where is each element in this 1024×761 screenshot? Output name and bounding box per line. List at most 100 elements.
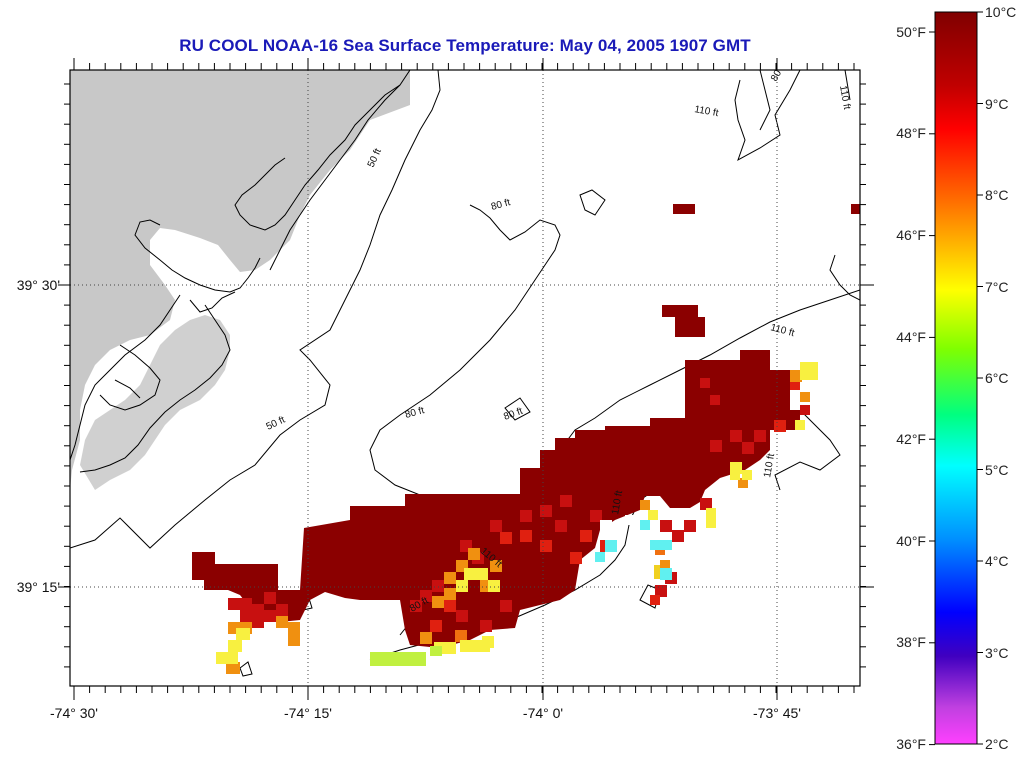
land-peninsula: [80, 315, 230, 490]
sst-pixel: [420, 590, 432, 602]
celsius-label: 4°C: [985, 553, 1009, 569]
celsius-label: 9°C: [985, 96, 1009, 112]
sst-pixel: [640, 560, 654, 584]
sst-pixel: [540, 505, 552, 517]
grid: [70, 70, 860, 686]
sst-pixel: [276, 616, 288, 628]
fahrenheit-label: 38°F: [896, 634, 926, 650]
contour-label: 50 ft: [366, 147, 384, 169]
contour-label: 80 ft: [490, 197, 512, 213]
sst-pixel: [480, 620, 492, 632]
sst-pixel: [660, 568, 672, 580]
sst-pixel: [742, 442, 754, 454]
sst-pixel: [410, 600, 422, 612]
sst-pixel: [730, 470, 740, 480]
sst-pixel: [650, 595, 660, 605]
colorbar-fahrenheit-labels: 50°F 48°F 46°F 44°F 42°F 40°F 38°F 36°F: [896, 24, 926, 752]
x-tick-label: -73° 45': [753, 705, 801, 721]
sst-pixel: [500, 532, 512, 544]
sst-pixel: [700, 498, 712, 510]
sst-pixel: [648, 510, 658, 520]
sst-pixel: [655, 585, 667, 597]
sst-pixel: [420, 632, 432, 644]
sst-pixel: [605, 540, 617, 552]
sst-pixel: [432, 580, 444, 592]
fahrenheit-label: 48°F: [896, 125, 926, 141]
sst-pixel: [540, 540, 552, 552]
y-tick-label: 39° 15': [17, 579, 60, 595]
sst-pixel: [795, 420, 805, 430]
sst-pixel: [488, 580, 500, 592]
celsius-label: 7°C: [985, 279, 1009, 295]
sst-pixel: [673, 204, 695, 214]
fahrenheit-label: 46°F: [896, 227, 926, 243]
sst-pixel: [570, 552, 582, 564]
sst-pixel: [264, 610, 276, 622]
sst-pixel: [675, 317, 705, 337]
coastline: [70, 70, 411, 473]
colorbar-ticks: [929, 11, 983, 746]
sst-pixels: [192, 204, 860, 674]
sst-pixel: [240, 598, 252, 610]
sst-pixel: [252, 604, 264, 616]
sst-pixel: [730, 430, 742, 442]
sst-pixel: [684, 520, 696, 532]
sst-pixel: [456, 580, 468, 592]
sst-pixel: [774, 420, 786, 432]
sst-pixel: [456, 610, 468, 622]
sst-pixel: [580, 530, 592, 542]
sst-pixel: [640, 500, 650, 510]
contour-label: 110 ft: [769, 322, 796, 339]
fahrenheit-label: 42°F: [896, 431, 926, 447]
sst-pixel: [276, 604, 288, 616]
sst-pixel: [800, 405, 810, 415]
celsius-label: 2°C: [985, 736, 1009, 752]
sst-pixel: [226, 662, 240, 674]
colorbar: [934, 11, 978, 745]
sst-pixel: [800, 362, 818, 380]
sst-pixel: [464, 568, 476, 580]
sst-pixel: [240, 610, 252, 622]
sst-pixel: [738, 478, 748, 488]
sst-pixel: [600, 520, 612, 530]
sst-pixel: [660, 520, 672, 532]
sst-pixel: [851, 204, 860, 214]
sst-pixel: [236, 628, 250, 640]
axis-ticks: [58, 58, 874, 700]
sst-pixel: [490, 520, 502, 532]
sst-pixel: [660, 560, 670, 570]
sst-pixel: [742, 470, 752, 480]
fahrenheit-label: 36°F: [896, 736, 926, 752]
x-tick-label: -74° 30': [50, 705, 98, 721]
sst-pixel: [595, 552, 605, 562]
sst-pixel: [710, 395, 720, 405]
sst-pixel: [672, 530, 684, 542]
contour-label: 110 ft: [610, 489, 625, 515]
celsius-label: 10°C: [985, 4, 1016, 20]
sst-pixel: [640, 520, 650, 530]
sst-warm-region: [192, 350, 800, 648]
x-axis-labels: -74° 30' -74° 15' -74° 0' -73° 45': [50, 705, 801, 721]
sst-pixel: [520, 510, 532, 522]
sst-pixel: [520, 530, 532, 542]
y-axis-labels: 39° 30' 39° 15': [17, 277, 60, 595]
celsius-label: 8°C: [985, 187, 1009, 203]
sst-pixel: [444, 588, 456, 600]
sst-pixel: [228, 640, 242, 652]
x-tick-label: -74° 0': [523, 705, 563, 721]
contour-label: 80: [769, 68, 784, 84]
sst-pixel: [710, 440, 722, 452]
sst-pixel: [370, 652, 400, 666]
sst-pixel: [650, 565, 660, 579]
sst-pixel: [288, 634, 300, 646]
sst-pixel: [252, 616, 264, 628]
map-frame: [69, 69, 861, 687]
sst-pixel: [476, 568, 488, 580]
y-tick-label: 39° 30': [17, 277, 60, 293]
sst-pixel: [650, 540, 672, 550]
celsius-label: 3°C: [985, 645, 1009, 661]
sst-pixel: [430, 646, 442, 656]
celsius-label: 6°C: [985, 370, 1009, 386]
sst-pixel: [482, 636, 494, 648]
